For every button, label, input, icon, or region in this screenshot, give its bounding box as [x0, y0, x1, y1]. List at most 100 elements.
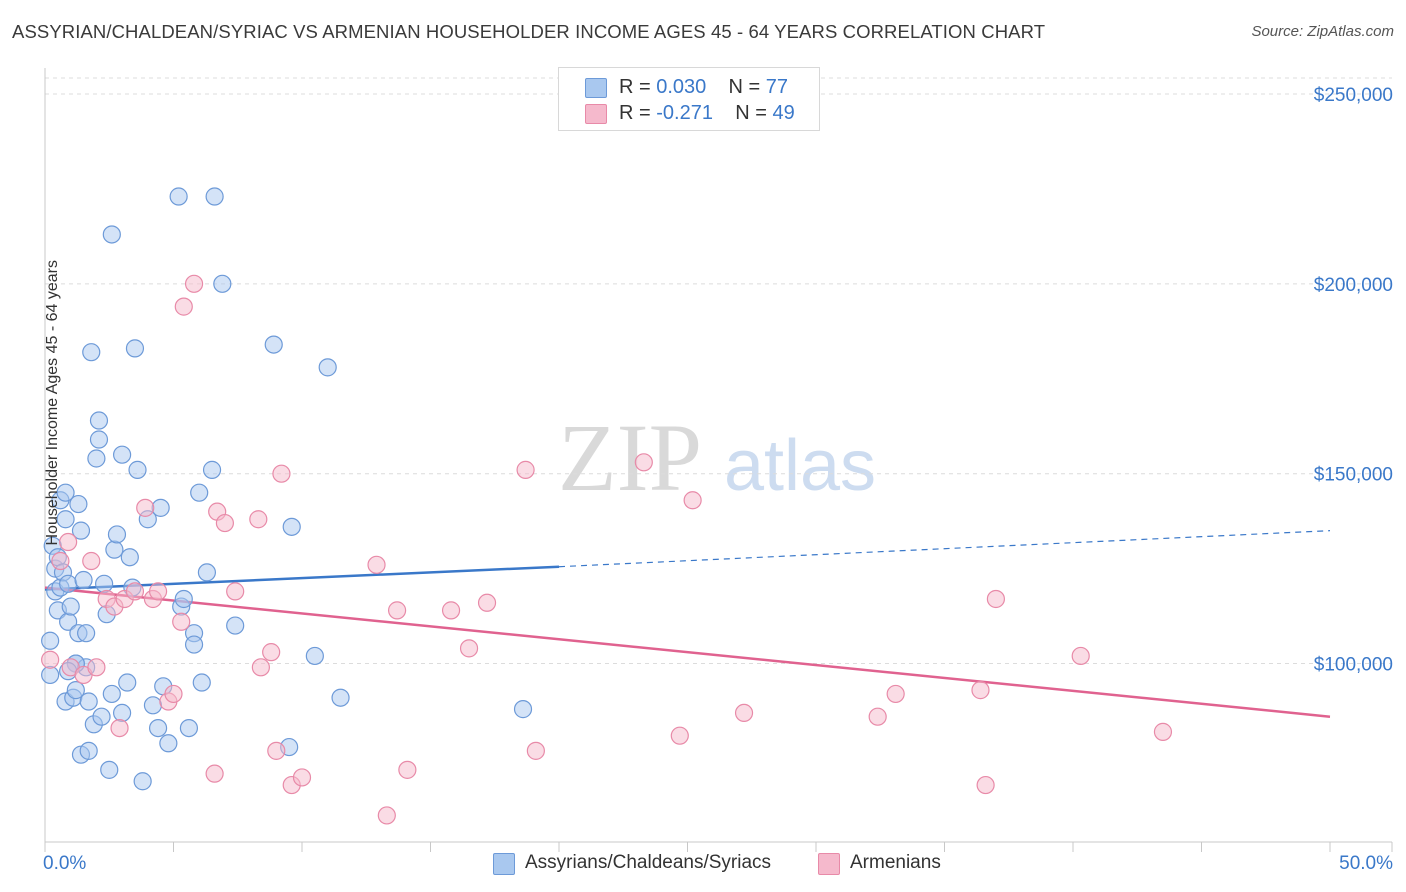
point-assyrians — [226, 616, 245, 635]
point-armenians — [459, 639, 479, 658]
y-tick-label: $250,000 — [1314, 85, 1393, 106]
point-armenians — [477, 593, 497, 612]
point-armenians — [292, 768, 312, 787]
point-armenians — [125, 582, 145, 601]
point-assyrians — [179, 718, 199, 738]
point-armenians — [526, 741, 545, 760]
axes — [44, 68, 1393, 852]
point-assyrians — [69, 494, 88, 514]
point-assyrians — [41, 665, 60, 685]
point-assyrians — [213, 274, 232, 293]
point-armenians — [148, 582, 168, 601]
bottom-legend-label-assyrians: Assyrians/Chaldeans/Syriacs — [525, 852, 772, 873]
bottom-legend-label-armenians: Armenians — [850, 852, 941, 873]
point-armenians — [1153, 722, 1173, 741]
point-armenians — [516, 460, 535, 479]
point-assyrians — [282, 517, 301, 536]
watermark-zip: ZIP — [558, 404, 702, 511]
point-assyrians — [71, 521, 91, 540]
point-armenians — [971, 681, 990, 700]
trend-line-armenians — [44, 586, 1331, 718]
point-armenians — [51, 551, 70, 571]
point-assyrians — [118, 673, 137, 692]
source-label: Source: ZipAtlas.com — [1251, 23, 1394, 40]
point-armenians — [87, 658, 106, 677]
point-armenians — [986, 589, 1006, 609]
point-assyrians — [82, 343, 101, 362]
point-assyrians — [79, 741, 98, 760]
point-armenians — [59, 532, 78, 552]
point-armenians — [205, 764, 224, 783]
tick-labels: $100,000 $150,000 $200,000 $250,000 0.0% 50.0… — [43, 85, 1393, 874]
point-armenians — [110, 718, 129, 738]
point-armenians — [1071, 646, 1090, 666]
point-assyrians — [202, 460, 222, 479]
point-assyrians — [95, 574, 114, 593]
watermark: ZIP atlas — [558, 404, 876, 511]
point-assyrians — [61, 597, 80, 616]
point-armenians — [136, 498, 155, 517]
legend-swatch-armenians — [585, 104, 607, 124]
grid-lines — [45, 77, 1392, 665]
point-assyrians — [89, 430, 109, 449]
point-assyrians — [56, 510, 75, 529]
point-assyrians — [120, 548, 139, 567]
point-armenians — [267, 741, 286, 760]
point-assyrians — [128, 460, 147, 479]
bottom-legend-swatch-armenians — [818, 853, 840, 875]
point-assyrians — [92, 707, 111, 726]
legend-n-label: N = — [728, 76, 761, 98]
point-armenians — [262, 643, 281, 662]
point-armenians — [868, 707, 887, 726]
watermark-atlas: atlas — [724, 426, 876, 506]
point-assyrians — [318, 358, 337, 377]
point-armenians — [683, 491, 702, 510]
legend-n-value: 49 — [772, 102, 795, 124]
point-assyrians — [190, 483, 209, 502]
point-armenians — [734, 703, 754, 723]
x-tick-label: 0.0% — [43, 853, 86, 874]
x-tick-label: 50.0% — [1339, 853, 1393, 874]
point-armenians — [441, 601, 461, 620]
bottom-legend-swatch-assyrians — [493, 853, 515, 875]
point-assyrians — [125, 339, 145, 358]
legend-text-assyrians: R = 0.030 N = 77 — [619, 76, 788, 99]
point-assyrians — [87, 449, 106, 468]
point-assyrians — [59, 574, 78, 593]
point-armenians — [41, 650, 60, 669]
y-axis-label: Householder Income Ages 45 - 64 years — [44, 260, 61, 546]
point-armenians — [174, 297, 193, 316]
point-assyrians — [100, 760, 119, 779]
trend-line-assyrians — [44, 565, 560, 591]
point-armenians — [387, 601, 407, 620]
point-armenians — [377, 806, 396, 825]
point-assyrians — [105, 540, 124, 559]
point-assyrians — [197, 563, 217, 582]
point-assyrians — [41, 631, 60, 650]
legend-swatch-assyrians — [585, 78, 607, 98]
legend-r-label: R = — [619, 102, 651, 124]
y-tick-label: $150,000 — [1314, 465, 1393, 486]
point-armenians — [184, 274, 204, 293]
point-assyrians — [148, 718, 168, 738]
point-assyrians — [205, 187, 224, 206]
point-assyrians — [77, 624, 96, 643]
point-assyrians — [192, 673, 211, 692]
point-assyrians — [133, 772, 152, 791]
chart-title: ASSYRIAN/CHALDEAN/SYRIAC VS ARMENIAN HOU… — [12, 21, 1046, 42]
legend-n-value: 77 — [765, 76, 789, 98]
point-armenians — [82, 551, 101, 571]
point-assyrians — [151, 498, 170, 517]
y-tick-label: $200,000 — [1314, 275, 1393, 296]
point-assyrians — [102, 684, 121, 704]
legend-r-value: -0.271 — [656, 102, 713, 124]
point-assyrians — [143, 696, 163, 715]
point-assyrians — [74, 570, 93, 590]
point-assyrians — [174, 589, 193, 609]
point-armenians — [251, 658, 270, 677]
point-armenians — [226, 582, 245, 601]
point-armenians — [670, 726, 689, 745]
point-armenians — [249, 510, 268, 529]
point-armenians — [272, 464, 291, 483]
